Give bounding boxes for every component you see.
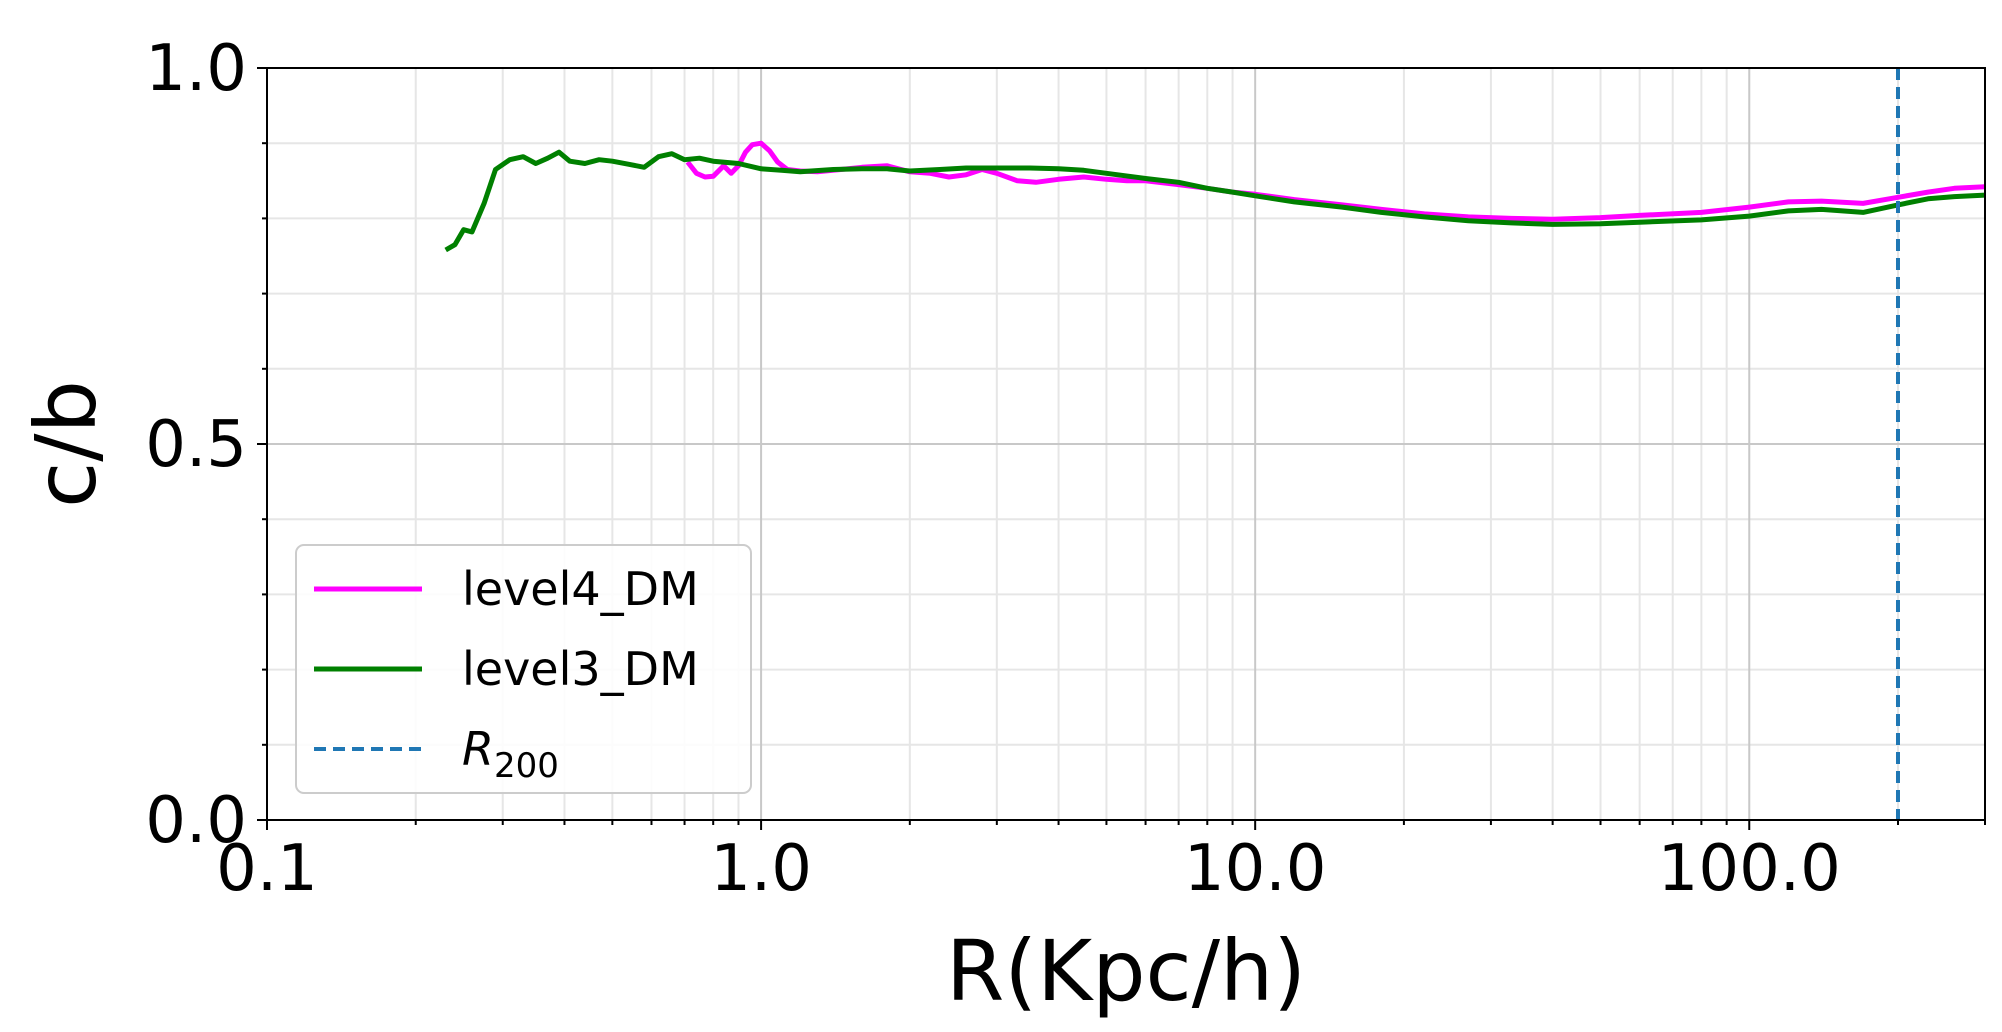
y-tick-label: 0.0 bbox=[145, 784, 247, 858]
legend-label-subscript: 200 bbox=[494, 746, 559, 786]
x-tick-labels: 0.1 1.0 10.0 100.0 bbox=[216, 832, 1841, 906]
legend: level4_DM level3_DM R200 bbox=[295, 544, 752, 794]
axis-ticks bbox=[257, 67, 1986, 830]
legend-box bbox=[295, 544, 752, 794]
series-line-level3-dm bbox=[444, 149, 1986, 253]
y-axis-title: c/b bbox=[17, 380, 115, 508]
x-tick-label: 100.0 bbox=[1658, 832, 1841, 906]
y-tick-label: 0.5 bbox=[145, 408, 247, 482]
legend-label: R200 bbox=[462, 722, 559, 786]
x-tick-label: 0.1 bbox=[216, 832, 318, 906]
x-tick-label: 1.0 bbox=[710, 832, 812, 906]
y-tick-label: 1.0 bbox=[145, 32, 247, 106]
x-tick-label: 10.0 bbox=[1184, 832, 1327, 906]
legend-label: level4_DM bbox=[462, 562, 699, 616]
legend-label-main: R bbox=[462, 722, 494, 776]
series-line-level4-dm bbox=[685, 140, 1986, 222]
legend-label: level3_DM bbox=[462, 642, 699, 696]
x-axis-title: R(Kpc/h) bbox=[946, 922, 1306, 1020]
y-tick-labels: 0.0 0.5 1.0 bbox=[145, 32, 247, 858]
series-layer bbox=[444, 68, 1986, 820]
